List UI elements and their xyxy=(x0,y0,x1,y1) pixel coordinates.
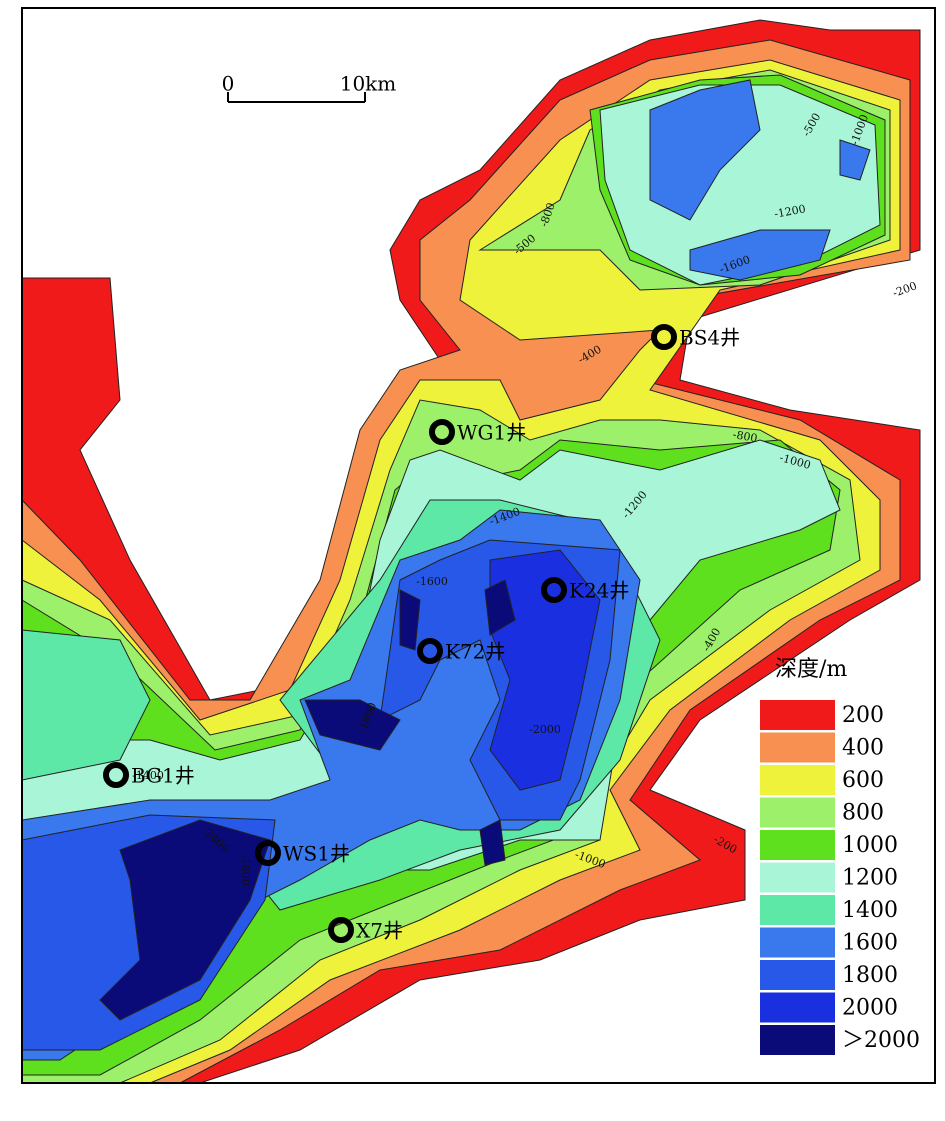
well-marker xyxy=(429,419,455,445)
legend-swatch xyxy=(760,1025,835,1055)
well-label: WS1井 xyxy=(283,842,350,866)
legend-label: 600 xyxy=(842,768,884,793)
legend-label: 800 xyxy=(842,801,884,826)
scale-end: 10km xyxy=(340,72,397,96)
legend-label: 200 xyxy=(842,703,884,728)
contour-label: -1200 xyxy=(773,202,806,220)
legend-label: 1600 xyxy=(842,931,898,956)
zone-1600-ne xyxy=(689,229,831,281)
contour-label: -2000 xyxy=(529,723,561,736)
legend-label: 1400 xyxy=(842,898,898,923)
well-marker xyxy=(103,762,129,788)
well-label: BS4井 xyxy=(679,326,740,350)
legend-swatch xyxy=(760,927,835,958)
well-marker xyxy=(417,638,443,664)
well-marker xyxy=(651,324,677,350)
well-marker xyxy=(328,917,354,943)
legend-swatch xyxy=(760,700,835,730)
legend-swatch xyxy=(760,992,835,1023)
legend-swatch xyxy=(760,732,835,763)
legend-label: 1000 xyxy=(842,833,898,858)
well-label: X7井 xyxy=(356,919,403,943)
legend-swatch xyxy=(760,765,835,795)
zone-deep xyxy=(304,699,401,751)
legend-label: 2000 xyxy=(842,996,898,1021)
legend-title: 深度/m xyxy=(775,657,847,682)
zone-deep xyxy=(484,579,516,636)
well-label: BG1井 xyxy=(131,764,195,788)
legend-label: 1800 xyxy=(842,963,898,988)
well-marker xyxy=(541,577,567,603)
well-label: WG1井 xyxy=(457,421,526,445)
zone-deep xyxy=(399,589,421,651)
map-border xyxy=(21,7,936,1084)
zone-deep xyxy=(99,819,271,1021)
well-label: K72井 xyxy=(445,640,505,664)
contour-label: -1800 xyxy=(239,854,252,886)
legend-label: 1200 xyxy=(842,866,898,891)
scale-start: 0 xyxy=(222,72,235,96)
legend-swatch xyxy=(760,797,835,828)
well-marker xyxy=(255,840,281,866)
zone-deep xyxy=(479,819,506,866)
zone-1600-ne xyxy=(649,79,761,221)
zone-1600-ne xyxy=(839,139,871,181)
legend-label: 400 xyxy=(842,736,884,761)
contour-label: -1600 xyxy=(416,575,448,588)
scale-bar xyxy=(227,92,366,103)
zone-2000 xyxy=(489,549,601,791)
legend-label: ＞2000 xyxy=(842,1028,920,1053)
contour-label: -800 xyxy=(732,428,759,445)
contour-label: -200 xyxy=(891,279,919,300)
legend-swatch xyxy=(760,862,835,893)
contour-label: -1400 xyxy=(132,769,164,782)
well-label: K24井 xyxy=(569,579,629,603)
legend-swatch xyxy=(760,895,835,925)
legend-swatch xyxy=(760,830,835,860)
legend-swatch xyxy=(760,960,835,990)
